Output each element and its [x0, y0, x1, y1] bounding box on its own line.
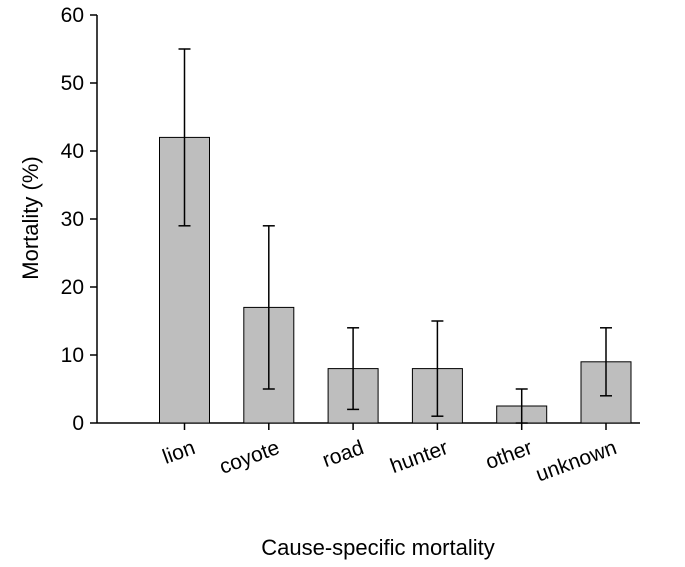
- error-bars: [178, 48, 612, 424]
- x-tick-label-hunter: hunter: [387, 436, 451, 478]
- x-tick-label-road: road: [319, 436, 366, 472]
- y-tick-label: 0: [72, 412, 84, 435]
- y-tick-label: 10: [61, 344, 84, 367]
- y-tick-label: 30: [61, 208, 84, 231]
- x-tick-label-other: other: [483, 436, 536, 474]
- y-tick-label: 40: [61, 140, 84, 163]
- y-tick-label: 50: [61, 72, 84, 95]
- y-axis-title: Mortality (%): [18, 156, 43, 279]
- y-tick-label: 60: [61, 4, 84, 27]
- y-tick-label: 20: [61, 276, 84, 299]
- x-tick-label-unknown: unknown: [533, 436, 620, 486]
- x-axis-title: Cause-specific mortality: [261, 535, 495, 560]
- y-axis: 0 10 20 30 40 50 60: [61, 4, 98, 435]
- x-tick-label-coyote: coyote: [217, 436, 283, 479]
- x-tick-label-lion: lion: [160, 436, 199, 469]
- bars: [159, 136, 632, 424]
